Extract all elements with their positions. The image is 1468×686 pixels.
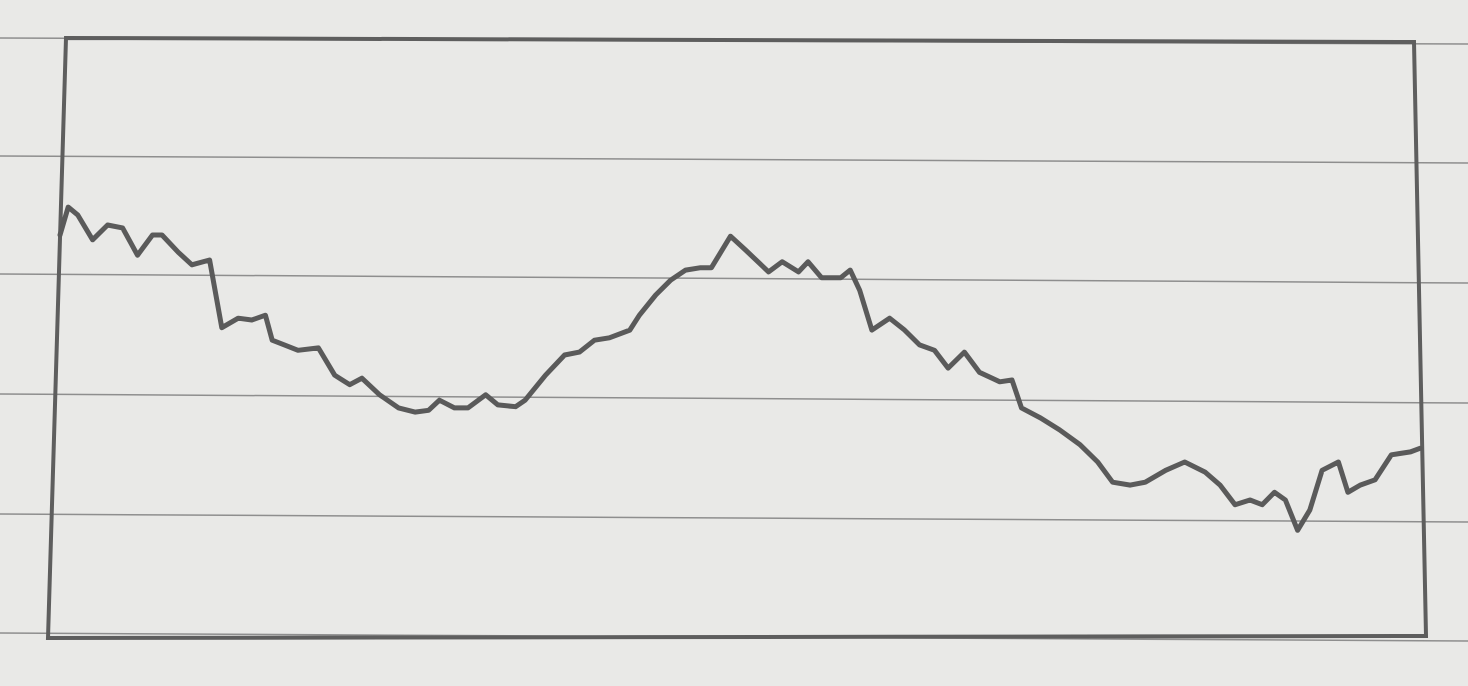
plot-frame [45,35,1429,641]
paper-lines [0,37,1468,642]
paper-line [0,513,1468,523]
paper-line [0,273,1468,284]
paper-line [0,393,1468,404]
paper-line [0,155,1468,164]
data-line [57,204,1423,533]
